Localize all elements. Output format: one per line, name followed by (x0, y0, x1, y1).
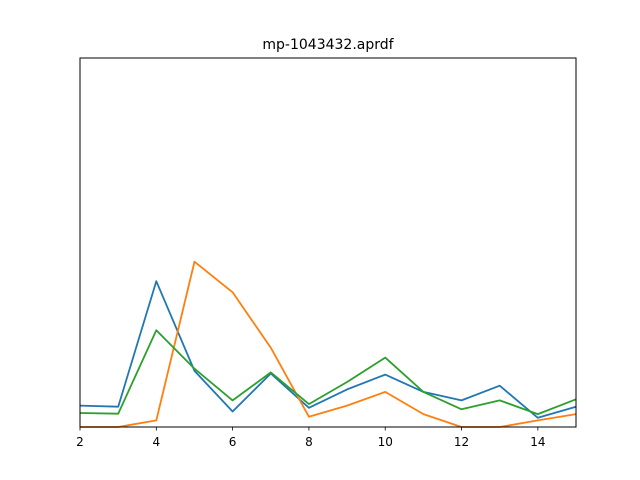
x-tick-label: 12 (454, 435, 469, 449)
x-tick-label: 10 (378, 435, 393, 449)
plot-frame (79, 57, 577, 428)
x-axis: 2 4 6 8 10 12 14 (76, 427, 545, 449)
x-tick-label: 6 (229, 435, 237, 449)
x-tick-label: 2 (76, 435, 84, 449)
chart-title: mp-1043432.aprdf (262, 37, 394, 53)
x-tick-label: 14 (530, 435, 545, 449)
series-line-1 (79, 280, 577, 419)
x-tick-label: 8 (305, 435, 313, 449)
series-line-3 (79, 329, 577, 416)
x-tick-label: 4 (152, 435, 160, 449)
